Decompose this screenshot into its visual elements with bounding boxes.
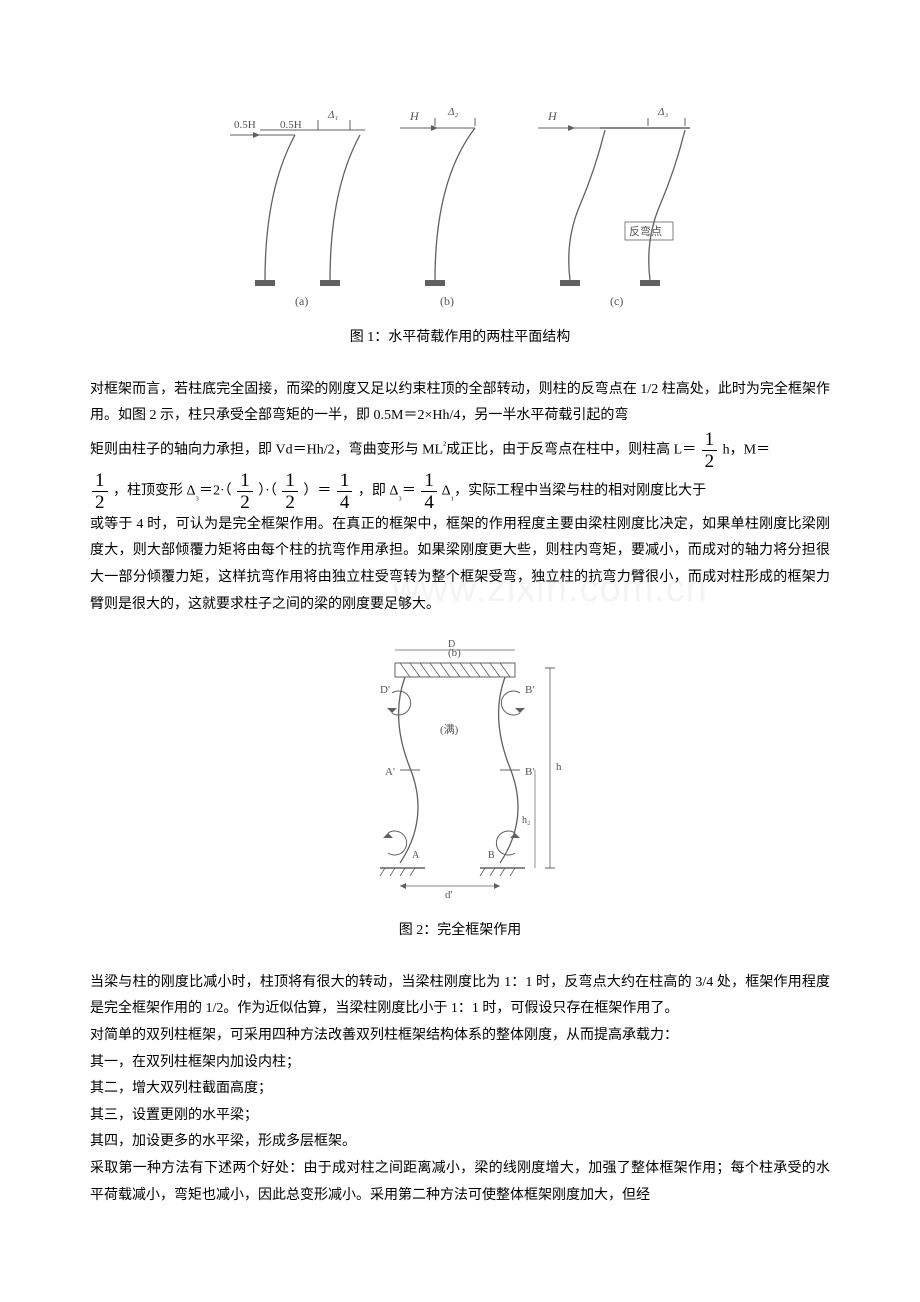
frac-1-4-a: 14: [337, 471, 353, 512]
para-4: 对简单的双列柱框架，可采用四种方法改善双列柱框架结构体系的整体刚度，从而提高承载…: [90, 1023, 830, 1050]
para-1c-line: 12 ，柱顶变形 Δ₃＝2·（ 12 ）·（ 12 ）＝ 14 ，即 Δ₃＝ 1…: [90, 471, 830, 512]
para-1c-d: ）＝: [303, 484, 331, 499]
svg-text:A: A: [412, 850, 420, 861]
para-2: 或等于 4 时，可认为是完全框架作用。在真正的框架中，框架的作用程度主要由梁柱刚…: [90, 512, 830, 618]
fig1-a-sub: (a): [295, 294, 308, 308]
svg-text:B: B: [488, 850, 495, 861]
frac-1-2-b: 12: [92, 471, 108, 512]
fig2-bprime: B': [525, 684, 534, 696]
fig2-dprime: D': [380, 684, 390, 696]
fig1-b-sub: (b): [440, 294, 454, 308]
para-1b-pre: 矩则由柱子的轴向力承担，即 Vd＝Hh/2，弯曲变形与 ML: [90, 443, 443, 458]
para-1b-post: h，M＝: [723, 443, 770, 458]
figure-1: Δ₁ 0.5H 0.5H (a) Δ₂ H (b): [90, 80, 830, 315]
fig2-dprime-bot: d': [445, 889, 453, 901]
para-1c-e: ，即 Δ: [358, 484, 399, 499]
fig2-h: h: [556, 761, 562, 773]
para-1a: 对框架而言，若柱底完全固接，而梁的刚度又足以约束柱顶的全部转动，则柱的反弯点在 …: [90, 377, 830, 430]
para-1c-g: Δ: [442, 484, 451, 499]
para-1c-f: ＝: [402, 484, 416, 499]
list-4: 其四，加设更多的水平梁，形成多层框架。: [90, 1129, 830, 1156]
fig1-a-mid: 0.5H: [280, 119, 302, 131]
para-1c-h: ，实际工程中当梁与柱的相对刚度比大于: [454, 484, 706, 499]
fig1-b-delta: Δ₂: [447, 106, 458, 118]
figure-1-caption: 图 1：水平荷载作用的两柱平面结构: [90, 325, 830, 352]
fig1-c-sub: (c): [610, 294, 623, 308]
list-1: 其一，在双列柱框架内加设内柱；: [90, 1050, 830, 1077]
frac-1-4-b: 14: [421, 471, 437, 512]
para-1b-line: 矩则由柱子的轴向力承担，即 Vd＝Hh/2，弯曲变形与 ML²成正比，由于反弯点…: [90, 430, 830, 471]
para-1c-b: ＝2·（: [199, 484, 232, 499]
frac-1-2-c: 12: [237, 471, 253, 512]
fig2-halfh: h₂: [522, 815, 531, 826]
fig2-midtext: (满): [440, 723, 459, 736]
figure-1-svg: Δ₁ 0.5H 0.5H (a) Δ₂ H (b): [220, 80, 700, 315]
para-1c-c: ）·（: [258, 484, 277, 499]
list-2: 其二，增大双列柱截面高度；: [90, 1076, 830, 1103]
fig1-a-delta: Δ₁: [327, 109, 338, 121]
list-3: 其三，设置更刚的水平梁；: [90, 1103, 830, 1130]
para-1c-a: ，柱顶变形 Δ: [113, 484, 196, 499]
fig1-c-delta: Δ₃: [657, 106, 668, 118]
fig1-a-left: 0.5H: [234, 119, 256, 131]
para-5: 采取第一种方法有下述两个好处：由于成对柱之间距离减小，梁的线刚度增大，加强了整体…: [90, 1156, 830, 1209]
fig1-b-top: H: [409, 109, 420, 123]
figure-2: (b) D' B' (满) A' B' D: [90, 638, 830, 908]
fig1-c-infl: 反弯点: [629, 224, 662, 238]
fig2-aprime: A': [385, 766, 395, 778]
figure-2-svg: (b) D' B' (满) A' B' D: [340, 638, 580, 908]
fig2-d: D: [448, 639, 455, 650]
para-1b-mid: 成正比，由于反弯点在柱中，则柱高 L＝: [446, 443, 696, 458]
frac-1-2-a: 12: [702, 430, 718, 471]
fig2-bprime2: B': [525, 766, 534, 778]
para-3: 当梁与柱的刚度比减小时，柱顶将有很大的转动，当梁柱刚度比为 1：1 时，反弯点大…: [90, 970, 830, 1023]
figure-2-caption: 图 2：完全框架作用: [90, 918, 830, 945]
fig1-c-top: H: [547, 109, 558, 123]
frac-1-2-d: 12: [282, 471, 298, 512]
